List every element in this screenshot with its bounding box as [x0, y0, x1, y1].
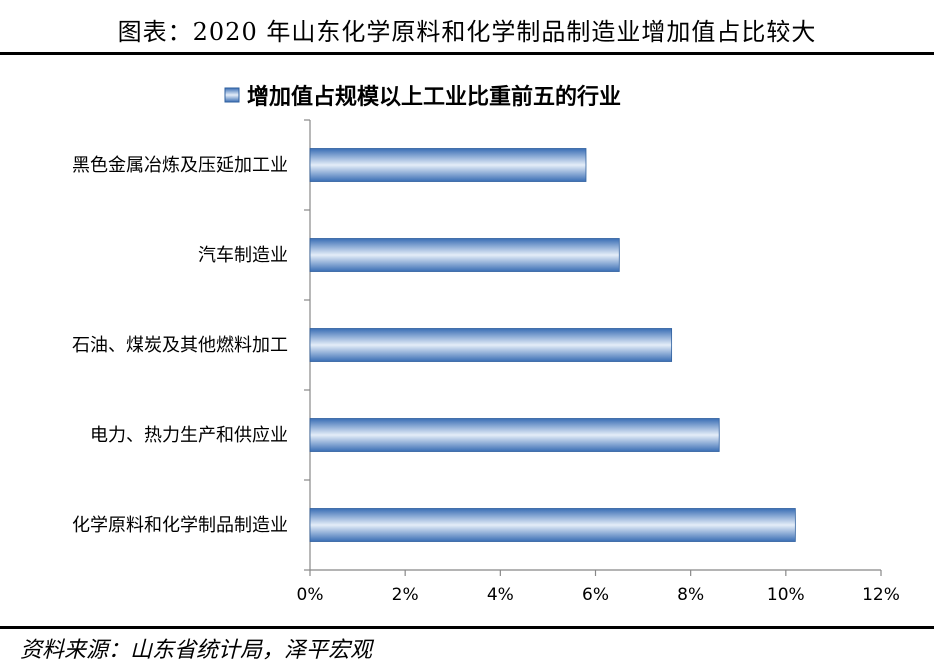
bar: [309, 328, 673, 362]
x-tick-label: 8%: [677, 585, 704, 605]
x-tick-label: 12%: [862, 585, 900, 605]
category-label: 汽车制造业: [198, 245, 288, 266]
legend-swatch: [224, 87, 240, 103]
bar-chart: 增加值占规模以上工业比重前五的行业 黑色金属冶炼及压延加工业汽车制造业石油、煤炭…: [72, 84, 900, 605]
bar: [309, 418, 720, 452]
bar: [309, 508, 796, 542]
source-note: 资料来源：山东省统计局，泽平宏观: [20, 638, 373, 663]
category-label: 化学原料和化学制品制造业: [72, 515, 288, 536]
figure-title: 图表：2020 年山东化学原料和化学制品制造业增加值占比较大: [117, 18, 817, 46]
x-tick-label: 6%: [582, 585, 609, 605]
x-tick-label: 4%: [487, 585, 514, 605]
x-tick-label: 2%: [392, 585, 419, 605]
category-label: 石油、煤炭及其他燃料加工: [72, 335, 288, 356]
legend-label: 增加值占规模以上工业比重前五的行业: [247, 84, 621, 110]
category-label: 电力、热力生产和供应业: [90, 425, 288, 446]
top-rule: [0, 52, 934, 55]
bottom-rule: [0, 626, 934, 629]
bar: [309, 238, 620, 272]
bars: [309, 148, 796, 542]
bar: [309, 148, 587, 182]
x-tick-label: 10%: [767, 585, 805, 605]
tick-labels: 0% 2% 4% 6% 8% 10% 12%: [297, 585, 900, 605]
category-label: 黑色金属冶炼及压延加工业: [72, 155, 288, 176]
x-tick-label: 0%: [297, 585, 324, 605]
category-labels: 黑色金属冶炼及压延加工业汽车制造业石油、煤炭及其他燃料加工电力、热力生产和供应业…: [72, 155, 288, 536]
